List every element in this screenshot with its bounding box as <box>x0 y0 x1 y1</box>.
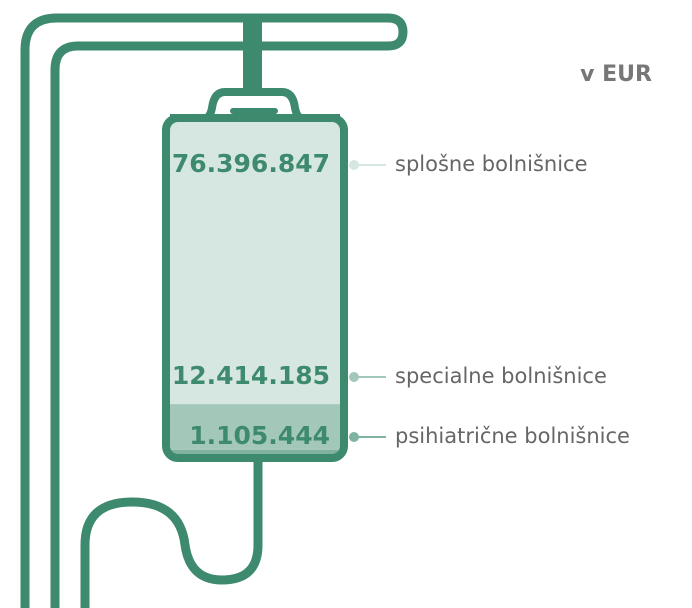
value-label: 12.414.185 <box>172 361 330 390</box>
unit: v EUR <box>580 62 652 87</box>
category-label: psihiatrične bolnišnice <box>395 424 630 448</box>
category-label: specialne bolnišnice <box>395 364 607 388</box>
value-label: 1.105.444 <box>189 421 330 450</box>
value-label: 76.396.847 <box>172 149 330 178</box>
hanger <box>243 15 262 90</box>
tube <box>85 458 258 608</box>
infographic: v EUR 1.105.444 psihiatrične bolnišnice 12… <box>0 0 692 608</box>
bag-segment <box>170 450 340 454</box>
category-label: splošne bolnišnice <box>395 152 588 176</box>
